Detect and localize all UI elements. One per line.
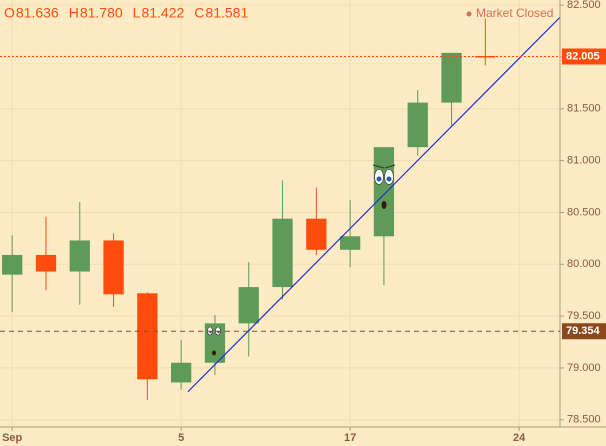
status-dot (466, 11, 472, 17)
y-tick-label: 81.000 (567, 155, 601, 167)
marks (0, 17, 561, 401)
trend-line (187, 17, 561, 393)
y-tick-label: 82.500 (567, 0, 601, 11)
candle-body (407, 102, 428, 148)
x-tick-label: 17 (344, 432, 356, 444)
readout-key: H (69, 5, 79, 21)
candle-body (373, 147, 395, 237)
price-label-box (562, 323, 606, 340)
candle-body (238, 287, 259, 324)
y-tick-label: 81.500 (567, 103, 601, 115)
candle-body (35, 254, 57, 272)
candle-body (306, 218, 327, 250)
readout-value: 81.636 (16, 5, 59, 21)
grid (0, 0, 606, 431)
x-tick-label: 24 (513, 432, 526, 444)
status: Market Closed (476, 6, 553, 20)
y-tick-label: 79.500 (567, 310, 601, 322)
y-tick-label: 80.000 (567, 258, 601, 270)
readout-key: L (133, 5, 141, 21)
candle-body (171, 362, 192, 383)
readout-value: 81.780 (80, 5, 123, 21)
readout-value: 81.422 (141, 5, 184, 21)
y-tick-label: 78.500 (567, 414, 601, 426)
y-tick-label: 80.500 (567, 206, 601, 218)
x-tick-label: Sep (2, 432, 22, 444)
readout-value: 81.581 (205, 5, 248, 21)
candle-body (137, 293, 158, 380)
candle-body (272, 218, 293, 288)
y-tick-label: 79.000 (567, 362, 601, 374)
candle-body (69, 240, 90, 272)
candle-body (441, 52, 462, 103)
candle-body (103, 240, 124, 295)
candle-body (2, 254, 23, 275)
readout-key: O (4, 5, 15, 21)
candle-body (339, 236, 361, 250)
price-label: 79.354 (566, 325, 601, 337)
readout-key: C (194, 5, 204, 21)
x-tick-label: 5 (178, 432, 184, 444)
price-label: 82.005 (566, 50, 600, 62)
price-label-box (562, 48, 606, 65)
